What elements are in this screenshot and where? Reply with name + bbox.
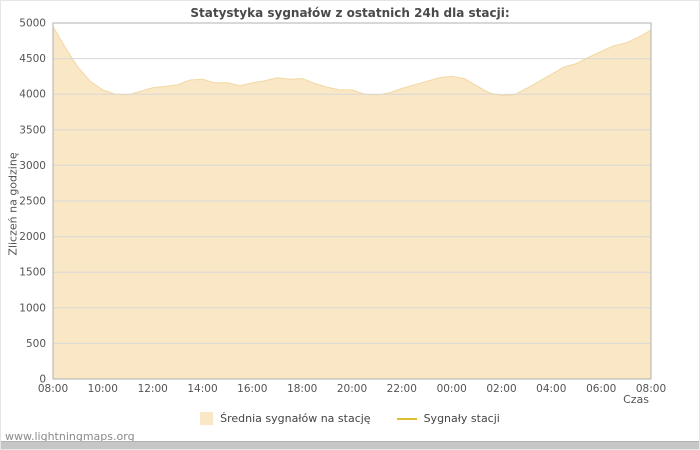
- y-tick-label: 3000: [19, 160, 46, 172]
- footer-bar: [1, 441, 699, 449]
- line-series-swatch-icon: [396, 417, 417, 420]
- x-tick-label: 08:00: [38, 383, 68, 395]
- chart-plot: 0 500 1000 1500 2000 2500 3000 3500 4000 4500 5000…: [19, 18, 666, 396]
- x-tick-label: 06:00: [586, 383, 616, 395]
- x-tick-label: 08:00: [636, 383, 666, 395]
- watermark-link[interactable]: www.lightningmaps.org: [5, 430, 135, 443]
- x-tick-label: 10:00: [88, 383, 118, 395]
- area-series-swatch-icon: [200, 412, 214, 425]
- y-tick-label: 1500: [19, 267, 46, 279]
- y-tick-label: 2500: [19, 196, 46, 208]
- x-tick-label: 20:00: [337, 383, 367, 395]
- y-tick-label: 3500: [19, 124, 46, 136]
- legend: Średnia sygnałów na stację Sygnały stacj…: [1, 412, 699, 425]
- y-tick-label: 500: [26, 338, 46, 350]
- plot-frame: [52, 22, 652, 380]
- chart-title: Statystyka sygnałów z ostatnich 24h dla …: [190, 6, 510, 20]
- y-tick-label: 0: [39, 374, 46, 386]
- x-tick-label: 00:00: [437, 383, 467, 395]
- y-tick-label: 2000: [19, 231, 46, 243]
- legend-label-area-series: Średnia sygnałów na stację: [220, 412, 371, 425]
- y-tick-label: 1000: [19, 302, 46, 314]
- legend-item-area-series: Średnia sygnałów na stację: [200, 412, 371, 425]
- x-tick-label: 02:00: [486, 383, 516, 395]
- area-series-edge: [52, 26, 652, 97]
- x-axis-label: Czas: [623, 393, 649, 406]
- x-tick-label: 18:00: [287, 383, 317, 395]
- x-tick-label: 16:00: [237, 383, 267, 395]
- legend-label-line-series: Sygnały stacji: [423, 412, 500, 425]
- x-tick-label: 22:00: [387, 383, 417, 395]
- y-axis-label: Zliczeń na godzinę: [6, 152, 20, 256]
- x-tick-label: 04:00: [536, 383, 566, 395]
- y-tick-label: 5000: [19, 18, 46, 30]
- y-tick-label: 4000: [19, 89, 46, 101]
- y-tick-label: 4500: [19, 53, 46, 65]
- x-tick-label: 14:00: [187, 383, 217, 395]
- legend-item-line-series: Sygnały stacji: [396, 412, 500, 425]
- area-series: [53, 26, 651, 379]
- x-tick-label: 12:00: [138, 383, 168, 395]
